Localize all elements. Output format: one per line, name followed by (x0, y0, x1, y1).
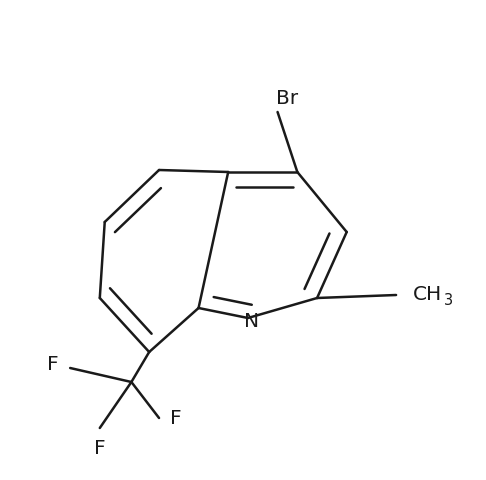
Text: CH: CH (413, 286, 442, 304)
Text: F: F (94, 439, 105, 457)
Text: F: F (170, 408, 182, 428)
Text: 3: 3 (444, 293, 453, 308)
Text: Br: Br (277, 88, 298, 108)
Text: F: F (47, 356, 58, 374)
Text: N: N (244, 312, 260, 331)
